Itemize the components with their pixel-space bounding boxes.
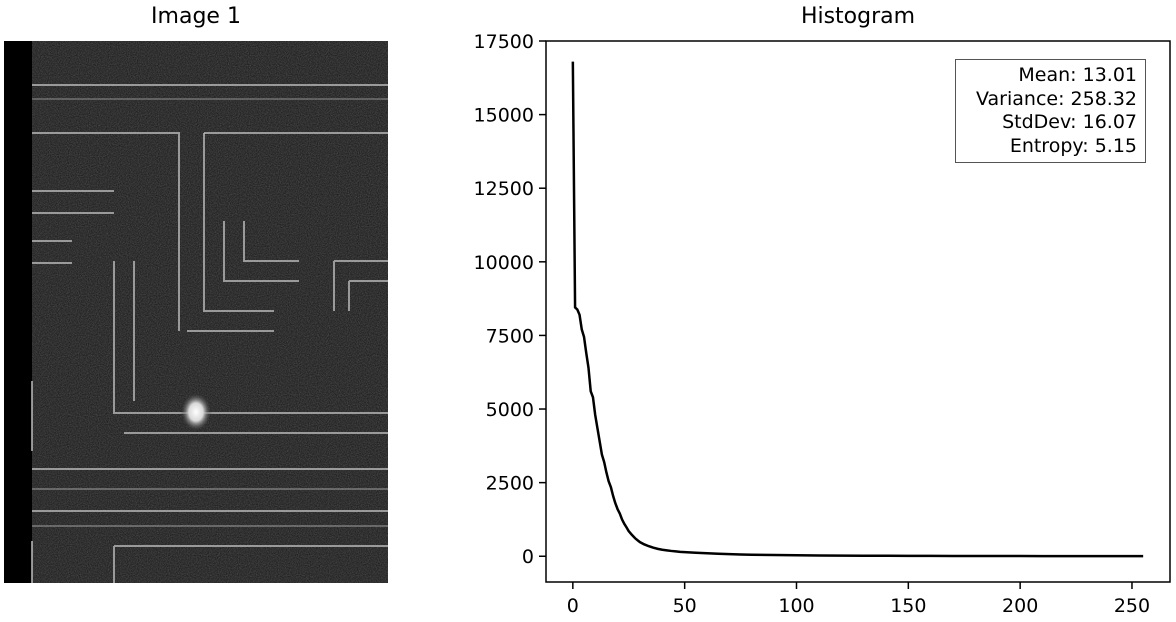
y-tick-label: 15000 — [474, 105, 534, 127]
y-tick-label: 10000 — [474, 252, 534, 274]
stats-box: Mean: 13.01 Variance: 258.32 StdDev: 16.… — [955, 59, 1146, 163]
x-tick-label: 200 — [1002, 595, 1038, 617]
y-tick-label: 17500 — [474, 31, 534, 53]
y-tick-label: 0 — [522, 546, 534, 568]
plot-frame — [545, 40, 1171, 583]
y-tick-label: 7500 — [486, 325, 534, 347]
histogram-title: Histogram — [800, 4, 916, 29]
stat-variance: Variance: 258.32 — [976, 87, 1137, 110]
image-title: Image 1 — [151, 4, 241, 29]
histogram-chart: 0 2500 5000 7500 10000 12500 15000 17500 0 50 100… — [474, 31, 1171, 617]
stat-entropy: Entropy: 5.15 — [1009, 134, 1137, 157]
stat-stddev: StdDev: 16.07 — [1002, 111, 1137, 133]
grayscale-image — [4, 41, 388, 583]
x-tick-label: 250 — [1114, 595, 1150, 617]
x-tick-label: 0 — [567, 595, 579, 617]
image-panel: Image 1 — [0, 0, 400, 622]
y-tick-label: 2500 — [486, 473, 534, 495]
histogram-panel: 0 2500 5000 7500 10000 12500 15000 17500 0 50 100… — [400, 0, 1176, 622]
x-tick-label: 100 — [778, 595, 814, 617]
x-axis-ticks: 0 50 100 150 200 250 — [567, 582, 1150, 617]
y-tick-label: 12500 — [474, 178, 534, 200]
y-axis-ticks: 0 2500 5000 7500 10000 12500 15000 17500 — [474, 31, 546, 568]
x-tick-label: 50 — [673, 595, 697, 617]
y-tick-label: 5000 — [486, 399, 534, 421]
x-tick-label: 150 — [890, 595, 926, 617]
histogram-line — [571, 61, 1144, 558]
stat-mean: Mean: 13.01 — [1018, 64, 1137, 86]
